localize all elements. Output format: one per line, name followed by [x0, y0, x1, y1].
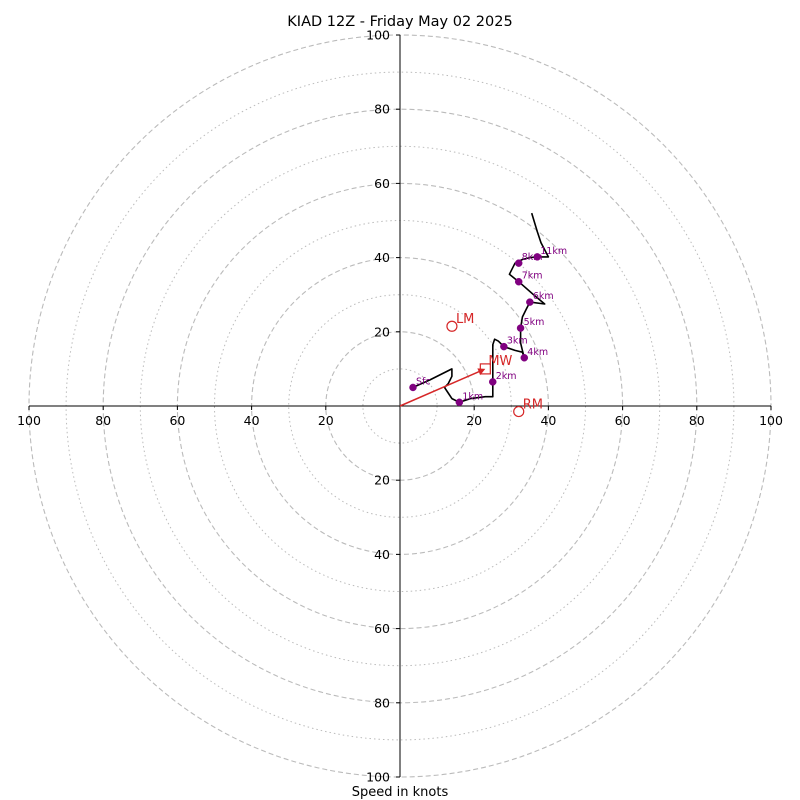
x-tick-label: 100: [17, 413, 41, 428]
right-mover-marker: [513, 405, 525, 418]
height-point: [489, 378, 497, 386]
x-tick-label: 20: [318, 413, 334, 428]
height-point: [409, 383, 417, 392]
y-tick-label: 80: [374, 695, 390, 710]
x-tick-label: 20: [466, 413, 482, 428]
x-tick-label: 40: [244, 413, 260, 428]
x-tick-label: 60: [615, 413, 631, 428]
height-point: [533, 253, 542, 261]
left-mover-marker: [446, 320, 458, 332]
height-label: 5km: [524, 317, 545, 328]
tick-labels: 100 80 60 40 20 20 40 60 80 100 100 80 60 40 20 20 40 60 8…: [17, 28, 783, 785]
x-tick-label: 100: [759, 413, 783, 428]
chart-title: KIAD 12Z - Friday May 02 2025: [287, 14, 512, 30]
height-label: 6km: [533, 291, 554, 302]
y-tick-label: 40: [374, 547, 390, 562]
right-mover-label: RM: [523, 398, 543, 413]
mean-wind-arrowhead: [477, 368, 486, 376]
height-point: [500, 342, 508, 351]
height-point: [514, 259, 523, 267]
x-tick-label: 80: [95, 413, 111, 428]
left-mover-label: LM: [456, 312, 474, 327]
height-label: 8km: [522, 252, 543, 263]
height-label: 1km: [462, 391, 483, 402]
height-point: [520, 354, 529, 362]
height-label: 7km: [522, 271, 543, 282]
mean-wind-label: MW: [488, 354, 512, 369]
mean-wind-arrow: [399, 369, 484, 407]
height-label: 4km: [527, 347, 548, 358]
height-label: 2km: [496, 371, 517, 382]
y-tick-label: 100: [366, 28, 390, 43]
y-tick-label: 60: [374, 176, 390, 191]
y-tick-label: 80: [374, 102, 390, 117]
height-label: 11km: [540, 246, 567, 257]
y-tick-label: 20: [374, 473, 390, 488]
mean-wind-marker: [479, 363, 491, 375]
height-point: [516, 324, 525, 332]
y-tick-label: 20: [374, 324, 390, 339]
storm-motion-markers: MW LM RM: [399, 312, 543, 418]
x-tick-label: 80: [689, 413, 705, 428]
height-point: [514, 277, 523, 286]
height-point: [455, 398, 464, 407]
height-point: [526, 298, 534, 306]
height-label: 3km: [507, 336, 528, 347]
x-tick-label: 40: [540, 413, 556, 428]
x-tick-label: 60: [169, 413, 185, 428]
y-tick-label: 100: [366, 770, 390, 785]
y-tick-label: 60: [374, 621, 390, 636]
y-tick-label: 40: [374, 250, 390, 265]
height-label: Sfc: [416, 376, 431, 387]
x-axis-label: Speed in knots: [352, 785, 449, 800]
